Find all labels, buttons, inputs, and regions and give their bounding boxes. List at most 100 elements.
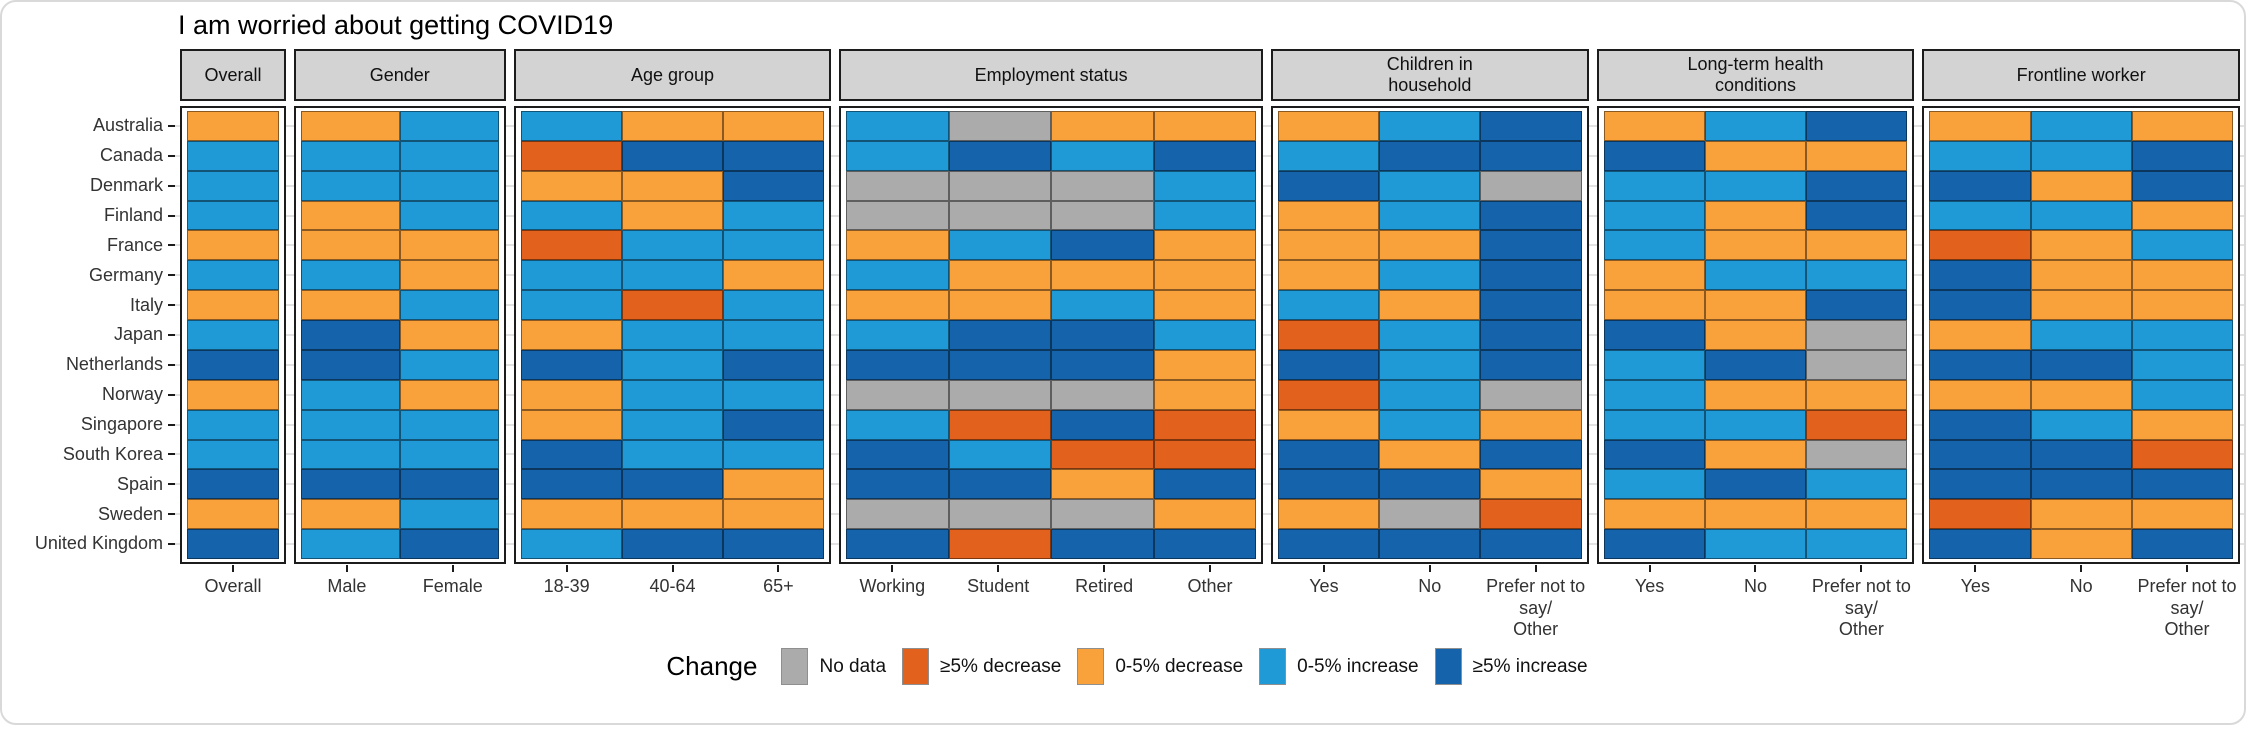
heatmap-cell [399,349,499,380]
heatmap-cell [399,260,499,291]
heatmap-cell [300,111,400,141]
x-axis-label: Student [967,576,1030,596]
facet-header: Children in household [1270,49,1589,101]
heatmap-cell [723,290,825,321]
heatmap-cell [520,469,622,500]
heatmap-cell [1704,529,1807,559]
x-axis-label-cell: Retired [1051,565,1157,598]
x-axis-tick [891,565,894,572]
heatmap-cell [1603,290,1705,321]
x-axis-labels: Male Female [294,565,506,598]
heatmap-cell [399,140,499,171]
heatmap-cell [948,140,1052,171]
heatmap-cell [300,320,400,350]
heatmap-cell [2131,290,2233,321]
heatmap-cell [300,230,400,261]
y-axis-row: Italy [2,290,178,320]
facet-grid [1603,111,1908,559]
facet-6: Frontline worker Yes No Prefer not to say/ … [1922,49,2241,641]
heatmap-cell [520,409,622,440]
heatmap-cell [2131,439,2233,470]
heatmap-cell [2030,260,2132,291]
y-axis-row: South Korea [2,439,178,469]
facet-grid [1929,111,2233,559]
heatmap-cell [1153,290,1256,321]
y-axis-tick [168,304,175,307]
heatmap-cell [723,260,825,291]
facet-panel [1922,106,2241,564]
heatmap-cell [621,230,724,261]
x-axis-tick [1754,565,1757,572]
facet-header: Long-term health conditions [1596,49,1915,101]
x-axis-label: Other [1187,576,1233,596]
y-axis-row: Denmark [2,171,178,201]
y-axis-row: Netherlands [2,350,178,380]
heatmap-cell [846,499,949,530]
heatmap-cell [1603,140,1705,171]
heatmap-cell [1704,140,1807,171]
heatmap-cell [1704,111,1807,141]
x-axis-label: 40-64 [649,576,696,596]
facet-header: Gender [293,49,506,101]
heatmap-cell [1806,290,1908,321]
y-axis-label: Canada [99,145,163,166]
heatmap-cell [621,379,724,410]
heatmap-cell [723,529,825,559]
heatmap-cell [948,379,1052,410]
heatmap-cell [1806,469,1908,500]
heatmap-cell [621,260,724,291]
x-axis-label-cell: Male [294,565,400,598]
heatmap-cell [1051,290,1154,321]
heatmap-cell [1603,379,1705,410]
facet-grid [1277,111,1582,559]
y-axis-tick [168,333,175,336]
heatmap-cell [846,379,949,410]
heatmap-cell [2030,200,2132,231]
x-axis-label-cell: Yes [1271,565,1377,641]
heatmap-cell [948,320,1052,350]
heatmap-cell [2131,499,2233,530]
heatmap-cell [846,529,949,559]
x-axis-label-cell: Prefer not to say/ Other [2134,565,2240,641]
heatmap-cell [1153,439,1256,470]
heatmap-cell [1704,260,1807,291]
heatmap-cell [300,529,400,559]
heatmap-cell [1929,469,2031,500]
heatmap-cell [1603,230,1705,261]
x-axis-tick [565,565,568,572]
heatmap-cell [1153,320,1256,350]
heatmap-cell [621,140,724,171]
heatmap-cell [1051,499,1154,530]
x-axis-tick [1648,565,1651,572]
heatmap-cell [948,439,1052,470]
heatmap-cell [1277,529,1380,559]
heatmap-cell [1051,439,1154,470]
heatmap-cell [1806,439,1908,470]
heatmap-cell [723,349,825,380]
heatmap-cell [1051,320,1154,350]
heatmap-cell [300,499,400,530]
heatmap-cell [948,499,1052,530]
heatmap-cell [1480,499,1582,530]
y-axis-row: Sweden [2,499,178,529]
heatmap-cell [621,469,724,500]
heatmap-cell [1929,409,2031,440]
heatmap-cell [1480,111,1582,141]
heatmap-cell [1153,529,1256,559]
x-axis-label: Yes [1309,576,1339,596]
heatmap-cell [2030,140,2132,171]
x-axis-label: No [1418,576,1442,596]
heatmap-cell [300,349,400,380]
facet-panel [513,106,832,564]
heatmap-cell [399,379,499,410]
heatmap-cell [2131,320,2233,350]
x-axis-labels: Working Student Retired Other [839,565,1263,598]
heatmap-cell [723,409,825,440]
heatmap-cell [846,230,949,261]
heatmap-cell [2131,409,2233,440]
heatmap-cell [187,140,279,171]
heatmap-cell [1153,379,1256,410]
heatmap-cell [187,529,279,559]
y-axis-row: Spain [2,469,178,499]
legend: Change No data ≥5% decrease 0-5% decrease 0… [2,648,2244,685]
